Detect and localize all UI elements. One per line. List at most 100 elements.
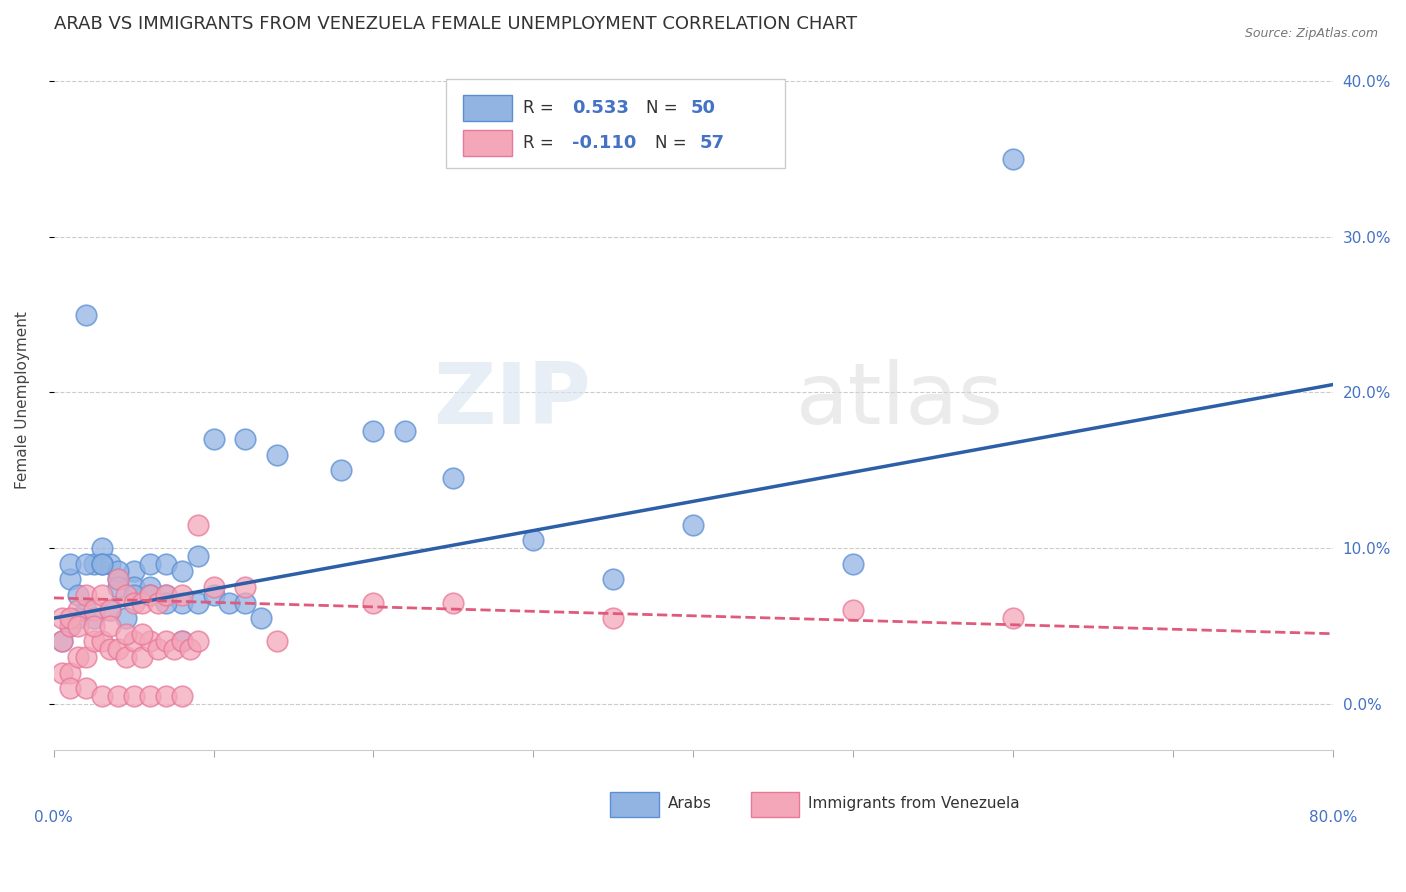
Text: 50: 50	[690, 99, 716, 117]
Point	[107, 572, 129, 586]
Point	[131, 626, 153, 640]
Point	[682, 517, 704, 532]
Point	[155, 689, 177, 703]
Text: -0.110: -0.110	[572, 134, 636, 152]
Point	[75, 681, 97, 696]
Point	[75, 308, 97, 322]
Point	[98, 603, 121, 617]
Point	[114, 650, 136, 665]
Point	[1001, 152, 1024, 166]
Text: 0.533: 0.533	[572, 99, 628, 117]
Point	[51, 611, 73, 625]
Point	[266, 634, 288, 648]
FancyBboxPatch shape	[463, 130, 512, 155]
Point	[51, 634, 73, 648]
Point	[842, 603, 865, 617]
FancyBboxPatch shape	[446, 78, 786, 168]
Point	[202, 580, 225, 594]
Point	[170, 596, 193, 610]
Point	[170, 634, 193, 648]
Point	[66, 588, 89, 602]
Point	[107, 565, 129, 579]
Point	[131, 596, 153, 610]
Text: atlas: atlas	[796, 359, 1004, 442]
Point	[186, 634, 208, 648]
Point	[98, 557, 121, 571]
Text: 80.0%: 80.0%	[1309, 810, 1357, 824]
Point	[170, 588, 193, 602]
Point	[138, 557, 160, 571]
Point	[83, 611, 105, 625]
Point	[59, 611, 82, 625]
Text: R =: R =	[523, 134, 560, 152]
Point	[90, 588, 112, 602]
Point	[98, 642, 121, 657]
Y-axis label: Female Unemployment: Female Unemployment	[15, 311, 30, 489]
Point	[83, 557, 105, 571]
Text: Arabs: Arabs	[668, 796, 711, 811]
Text: N =: N =	[655, 134, 692, 152]
Point	[75, 588, 97, 602]
Point	[114, 611, 136, 625]
Point	[170, 689, 193, 703]
Point	[218, 596, 240, 610]
Point	[155, 588, 177, 602]
Point	[90, 541, 112, 555]
Point	[59, 619, 82, 633]
Point	[98, 619, 121, 633]
FancyBboxPatch shape	[610, 792, 658, 817]
Text: Immigrants from Venezuela: Immigrants from Venezuela	[808, 796, 1019, 811]
Point	[186, 549, 208, 563]
Text: Source: ZipAtlas.com: Source: ZipAtlas.com	[1244, 27, 1378, 40]
Point	[59, 665, 82, 680]
Point	[114, 588, 136, 602]
Point	[122, 596, 145, 610]
Point	[59, 619, 82, 633]
Point	[122, 634, 145, 648]
Point	[90, 689, 112, 703]
Point	[202, 588, 225, 602]
Point	[107, 689, 129, 703]
Point	[146, 596, 169, 610]
Point	[441, 471, 464, 485]
Point	[90, 557, 112, 571]
Point	[122, 580, 145, 594]
Point	[98, 603, 121, 617]
Point	[59, 557, 82, 571]
Point	[138, 634, 160, 648]
Point	[122, 565, 145, 579]
Point	[59, 681, 82, 696]
Point	[170, 565, 193, 579]
Point	[602, 572, 624, 586]
Point	[522, 533, 544, 548]
Point	[441, 596, 464, 610]
Text: N =: N =	[645, 99, 683, 117]
Point	[59, 572, 82, 586]
Point	[66, 650, 89, 665]
Point	[66, 619, 89, 633]
Point	[114, 626, 136, 640]
Point	[83, 634, 105, 648]
Point	[66, 603, 89, 617]
Point	[162, 642, 184, 657]
Point	[235, 596, 257, 610]
Point	[83, 603, 105, 617]
Point	[235, 432, 257, 446]
Point	[202, 432, 225, 446]
Point	[394, 425, 416, 439]
Point	[51, 634, 73, 648]
Point	[138, 588, 160, 602]
Point	[138, 689, 160, 703]
Text: 0.0%: 0.0%	[34, 810, 73, 824]
Point	[179, 642, 201, 657]
Point	[155, 596, 177, 610]
FancyBboxPatch shape	[751, 792, 800, 817]
Point	[186, 596, 208, 610]
Point	[186, 517, 208, 532]
Point	[138, 588, 160, 602]
Text: 57: 57	[700, 134, 724, 152]
Point	[363, 596, 385, 610]
Point	[235, 580, 257, 594]
Point	[170, 634, 193, 648]
Point	[131, 650, 153, 665]
